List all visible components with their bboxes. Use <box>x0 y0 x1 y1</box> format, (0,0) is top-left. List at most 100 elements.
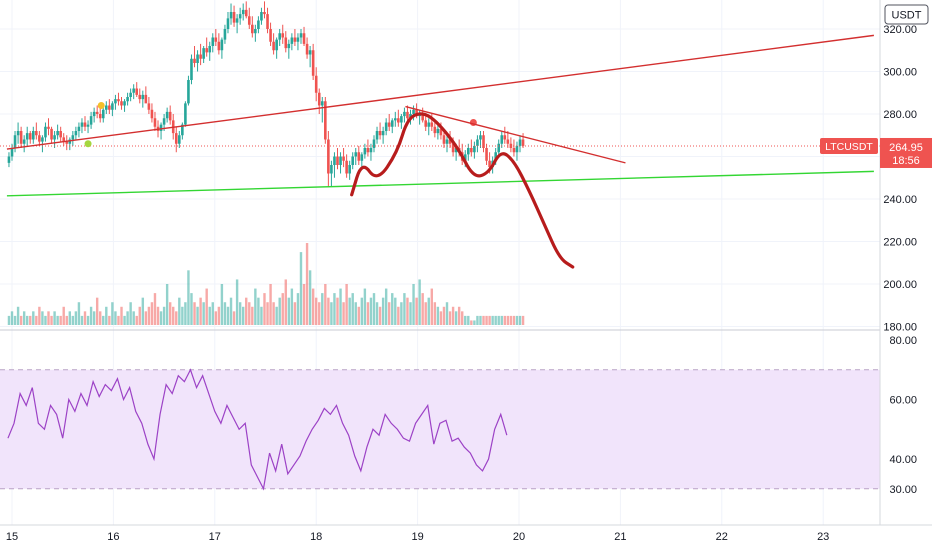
volume-bar <box>229 297 233 325</box>
volume-bar <box>141 297 145 325</box>
currency-button[interactable] <box>884 4 929 25</box>
price-axis[interactable] <box>880 0 932 525</box>
volume-bar <box>111 302 114 325</box>
time-axis[interactable]: 15 16 17 18 19 20 21 22 23 <box>6 531 829 543</box>
candle-body <box>305 43 309 55</box>
candle-body <box>62 137 66 142</box>
volume-bar <box>479 315 482 325</box>
rsi-tick-label: 40.00 <box>889 454 917 466</box>
volume-bar <box>448 311 452 325</box>
volume-bar <box>74 311 78 325</box>
volume-bar <box>220 284 224 325</box>
volume-bar <box>260 306 263 325</box>
volume-bar <box>451 306 455 325</box>
volume-bar <box>464 315 467 325</box>
volume-bar <box>378 306 382 325</box>
volume-bar <box>327 297 330 325</box>
candle-body <box>68 139 72 144</box>
volume-bar <box>351 293 354 325</box>
trendline <box>6 170 874 197</box>
time-tick-label: 17 <box>209 531 221 543</box>
volume-bar <box>366 302 370 325</box>
volume-bar <box>324 284 327 325</box>
volume-bar <box>99 311 102 325</box>
candle-body <box>217 41 221 51</box>
volume-bar <box>454 311 458 325</box>
volume-bar <box>360 297 364 325</box>
candle-body <box>105 105 108 110</box>
candle-body <box>360 154 364 161</box>
volume-bar <box>16 306 20 325</box>
volume-bar <box>445 302 449 325</box>
rsi-band <box>0 369 880 489</box>
volume-bar <box>290 288 294 325</box>
candle-body <box>421 114 424 121</box>
volume-bar <box>342 302 345 325</box>
volume-bar <box>245 297 248 325</box>
candle-body <box>302 33 306 44</box>
candle-body <box>89 116 93 125</box>
candle-body <box>515 145 519 153</box>
candle-body <box>260 12 263 21</box>
volume-bar <box>281 293 284 325</box>
volume-bar <box>439 311 443 325</box>
candle-body <box>488 160 491 168</box>
volume-bar <box>315 297 318 325</box>
candle-body <box>299 33 303 38</box>
volume-bar <box>86 315 90 325</box>
candle-body <box>436 128 440 134</box>
volume-bar <box>345 284 348 325</box>
volume-bar <box>22 311 26 325</box>
candle-body <box>314 75 318 93</box>
volume-bar <box>521 315 525 325</box>
time-tick-label: 21 <box>614 531 626 543</box>
volume-bar <box>53 311 56 325</box>
candle-body <box>232 12 236 23</box>
candle-body <box>293 37 297 42</box>
volume-bar <box>266 302 269 325</box>
volume-bar <box>153 293 157 325</box>
volume-histogram <box>7 243 525 325</box>
rsi-tick-label: 60.00 <box>889 395 917 407</box>
candle-body <box>247 16 251 25</box>
candle-body <box>400 116 403 123</box>
volume-bar <box>467 315 470 325</box>
candle-body <box>320 101 324 106</box>
volume-bar <box>308 270 312 325</box>
candle-body <box>190 58 193 80</box>
volume-bar <box>147 306 151 325</box>
candle-body <box>479 135 482 140</box>
candle-body <box>263 12 266 15</box>
volume-bar <box>132 311 135 325</box>
volume-bar <box>108 315 111 325</box>
candle-body <box>108 105 111 110</box>
rsi-indicator-pane <box>0 368 880 491</box>
volume-bar <box>461 311 464 325</box>
candle-body <box>7 156 11 163</box>
rsi-tick-label: 30.00 <box>889 484 917 496</box>
time-tick-label: 20 <box>513 531 525 543</box>
volume-bar <box>269 284 272 325</box>
volume-bar <box>232 311 236 325</box>
symbol-label: LTCUSDT <box>825 141 873 153</box>
candle-body <box>518 139 522 146</box>
volume-bar <box>117 315 120 325</box>
volume-bar <box>381 297 385 325</box>
volume-bar <box>488 315 491 325</box>
rsi-line <box>7 368 508 491</box>
price-tick-label: 180.00 <box>883 322 917 334</box>
volume-bar <box>120 306 123 325</box>
volume-bar <box>102 315 105 325</box>
candle-body <box>47 126 50 129</box>
candle-body <box>397 118 400 123</box>
candle-body <box>168 111 172 121</box>
volume-bar <box>394 297 397 325</box>
volume-bar <box>205 288 208 325</box>
candle-body <box>187 80 190 104</box>
candle-body <box>80 122 84 127</box>
candle-body <box>202 48 205 59</box>
candle-body <box>308 50 312 55</box>
candle-body <box>196 54 199 63</box>
volume-bar <box>421 293 424 325</box>
